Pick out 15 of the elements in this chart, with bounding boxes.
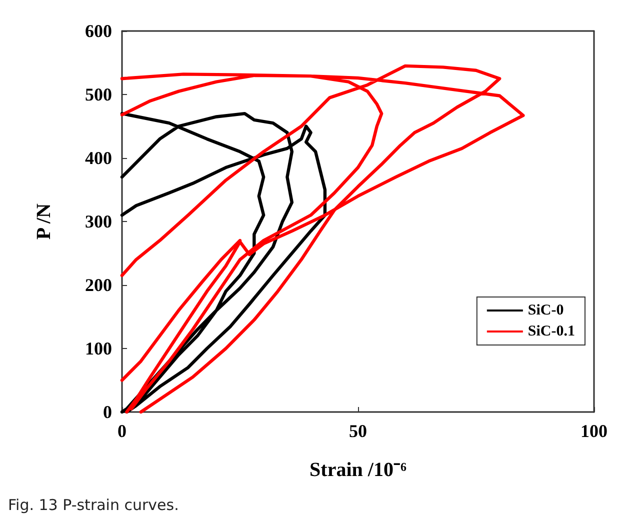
x-tick-label: 50 [349,421,367,441]
caption: Fig. 13 P-strain curves. [8,496,179,514]
y-tick-label: 0 [103,402,112,422]
legend-label: SiC-0.1 [528,324,576,340]
y-tick-label: 400 [85,148,112,168]
y-axis-title: P /N [33,202,55,240]
legend-label: SiC-0 [528,302,564,318]
y-tick-label: 500 [85,84,112,104]
y-tick-label: 200 [85,275,112,295]
y-tick-label: 300 [85,212,112,232]
y-tick-label: 100 [85,338,112,358]
x-tick-label: 100 [580,421,608,441]
x-tick-label: 0 [118,421,126,441]
x-axis-title: Strain /10⁻⁶ [310,459,406,481]
y-tick-label: 600 [85,21,112,41]
